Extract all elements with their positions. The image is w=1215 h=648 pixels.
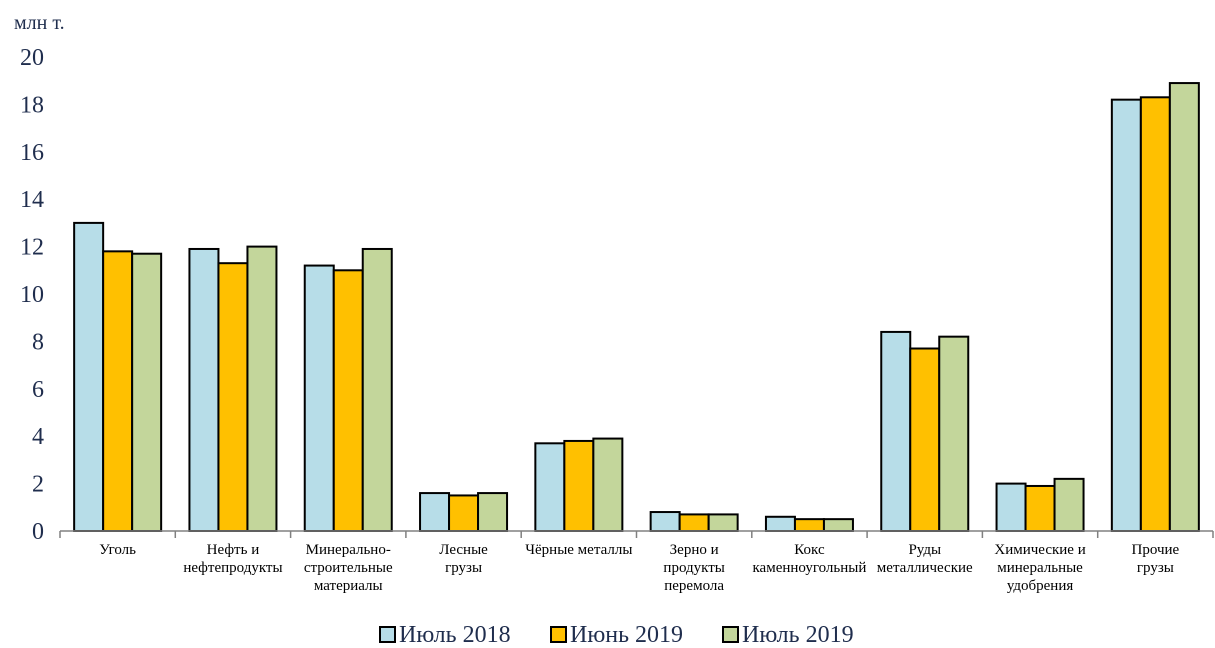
bar: [764, 515, 796, 533]
bar: [649, 511, 681, 532]
bar: [131, 252, 163, 533]
y-tick-label: 2: [32, 472, 44, 498]
category-label: Кокс каменноугольный: [752, 542, 866, 576]
bar: [246, 245, 278, 532]
bar: [1053, 477, 1085, 532]
y-tick-label: 18: [20, 92, 44, 118]
category-label: Нефть и нефтепродукты: [183, 542, 282, 576]
category-label-line: каменноугольный: [752, 560, 866, 576]
category-label-line: Химические и: [994, 542, 1085, 558]
bar: [73, 221, 105, 532]
bar: [678, 513, 710, 532]
y-tick-label: 20: [20, 45, 44, 71]
category-labels: Уголь Нефть и нефтепродукты Минерально-стро…: [99, 542, 1179, 594]
bar: [477, 492, 509, 532]
category-label-line: перемола: [664, 578, 724, 594]
bar: [1110, 98, 1142, 532]
bar: [909, 347, 941, 533]
bar: [822, 518, 854, 533]
bar: [102, 250, 134, 532]
category-label-line: Нефть и: [207, 542, 260, 558]
category-label-line: удобрения: [1007, 578, 1074, 594]
y-unit-label: млн т.: [14, 12, 65, 34]
bar: [448, 494, 480, 533]
category-label-line: продукты: [663, 560, 724, 576]
bar: [995, 482, 1027, 533]
category-label-line: грузы: [1137, 560, 1174, 576]
category-label: Чёрные металлы: [525, 542, 632, 558]
bar: [1168, 82, 1200, 532]
bar: [1139, 96, 1171, 532]
bar: [534, 442, 566, 532]
category-label: Лесные грузы: [439, 542, 488, 576]
bar: [707, 513, 739, 532]
y-axis-ticks: 0 2 4 6 8 10 12 14 16 18 20: [20, 45, 44, 545]
category-label: Уголь: [99, 542, 136, 558]
bar: [217, 262, 249, 532]
category-label-line: минеральные: [997, 560, 1083, 576]
bar: [303, 264, 335, 532]
category-label-line: Уголь: [99, 542, 136, 558]
category-label: Руды металлические: [877, 542, 973, 576]
category-label: Зерно и продукты перемола: [663, 542, 724, 594]
category-label-line: Кокс: [794, 542, 825, 558]
category-label-line: Лесные: [439, 542, 488, 558]
bar: [938, 335, 970, 532]
legend: Июль 2018 Июнь 2019 Июль 2019: [379, 622, 854, 648]
legend-swatch: [379, 626, 396, 643]
legend-label: Июль 2018: [399, 622, 511, 648]
category-label-line: металлические: [877, 560, 973, 576]
bar: [361, 247, 393, 532]
y-tick-label: 4: [32, 424, 44, 450]
legend-label: Июль 2019: [742, 622, 854, 648]
category-label: Минерально-строительные материалы: [304, 542, 393, 594]
y-tick-label: 6: [32, 377, 44, 403]
bar: [793, 518, 825, 533]
bar: [1024, 484, 1056, 532]
category-label-line: строительные: [304, 560, 393, 576]
y-tick-label: 8: [32, 329, 44, 355]
category-label-line: Чёрные металлы: [525, 542, 632, 558]
category-label-line: Прочие: [1132, 542, 1180, 558]
y-tick-label: 0: [32, 519, 44, 545]
category-label-line: Руды: [908, 542, 941, 558]
y-tick-label: 12: [20, 235, 44, 261]
category-label-line: грузы: [445, 560, 482, 576]
category-label-line: Зерно и: [670, 542, 719, 558]
category-label-line: нефтепродукты: [183, 560, 282, 576]
category-label: Химические и минеральные удобрения: [994, 542, 1085, 594]
category-label-line: материалы: [314, 578, 383, 594]
bar: [880, 330, 912, 533]
legend-swatch: [722, 626, 739, 643]
legend-label: Июнь 2019: [570, 622, 683, 648]
bar: [188, 247, 220, 532]
y-tick-label: 14: [20, 187, 44, 213]
bar: [332, 269, 364, 532]
legend-swatch: [550, 626, 567, 643]
bar: [592, 437, 624, 533]
y-tick-label: 16: [20, 140, 44, 166]
category-label-line: Минерально-: [306, 542, 391, 558]
x-axis-ticks: [59, 531, 1214, 538]
category-label: Прочие грузы: [1132, 542, 1180, 576]
bars-group: [73, 82, 1200, 533]
y-tick-label: 10: [20, 282, 44, 308]
bar: [419, 492, 451, 532]
bar: [563, 439, 595, 532]
